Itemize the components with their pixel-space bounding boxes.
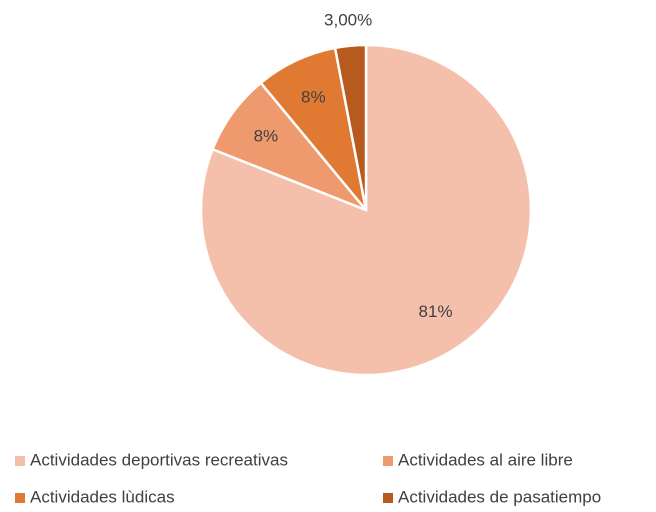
data-label: 8% [301,88,326,107]
legend-swatch [15,456,25,466]
pie-slice [199,43,533,377]
legend-label: Actividades deportivas recreativas [30,450,288,469]
legend-label: Actividades de pasatiempo [398,487,601,506]
legend-label: Actividades lùdicas [30,487,175,506]
legend-swatch [383,456,393,466]
pie-slice [333,43,368,211]
legend-label: Actividades al aire libre [398,450,573,469]
legend-swatch [15,493,25,503]
data-label: 3,00% [324,11,372,30]
data-label: 8% [254,127,279,146]
legend-swatch [383,493,393,503]
data-label: 81% [419,302,453,321]
